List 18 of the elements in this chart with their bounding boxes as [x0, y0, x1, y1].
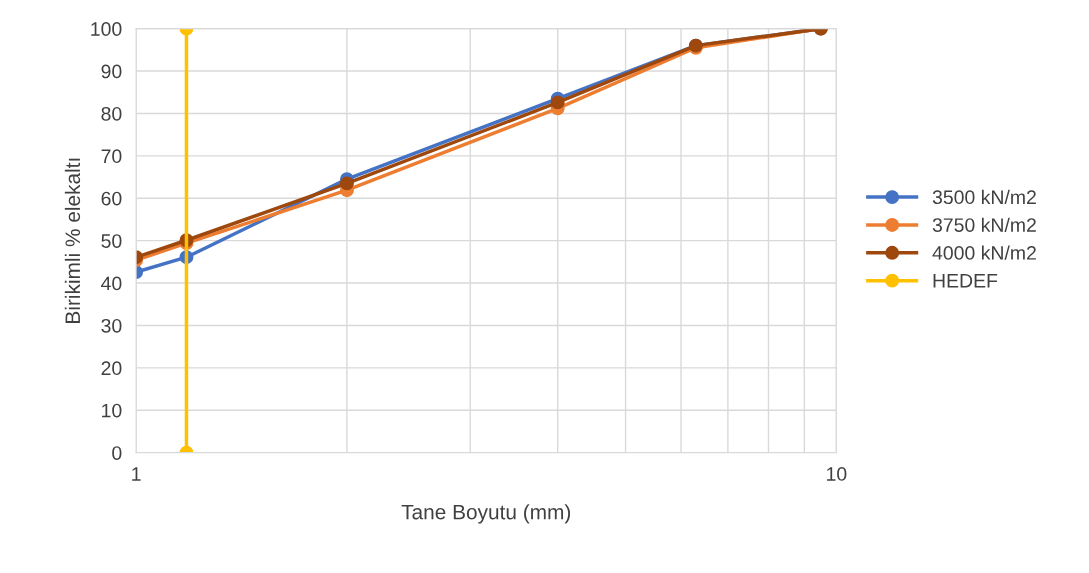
y-tick-label: 40 — [101, 276, 122, 291]
x-axis-title: Tane Boyutu (mm) — [401, 504, 571, 524]
y-tick-label: 20 — [101, 361, 122, 376]
x-tick-label: 1 — [132, 467, 141, 481]
legend-label: 3750 kN/m2 — [932, 217, 1036, 232]
y-tick-label: 70 — [101, 149, 122, 164]
y-tick-label: 0 — [112, 446, 122, 460]
legend-label: HEDEF — [933, 274, 998, 288]
y-tick-label: 100 — [91, 22, 122, 36]
y-tick-label: 30 — [101, 318, 122, 333]
legend-label: 4000 kN/m2 — [932, 245, 1036, 260]
y-tick-label: 90 — [101, 64, 122, 79]
y-tick-label: 10 — [102, 403, 122, 418]
y-tick-label: 80 — [101, 106, 122, 121]
y-axis-title: Birikimli % elekaltı — [64, 158, 81, 323]
y-tick-label: 50 — [101, 234, 122, 248]
y-tick-label: 60 — [101, 191, 122, 206]
legend-label: 3500 kN/m2 — [932, 189, 1036, 205]
